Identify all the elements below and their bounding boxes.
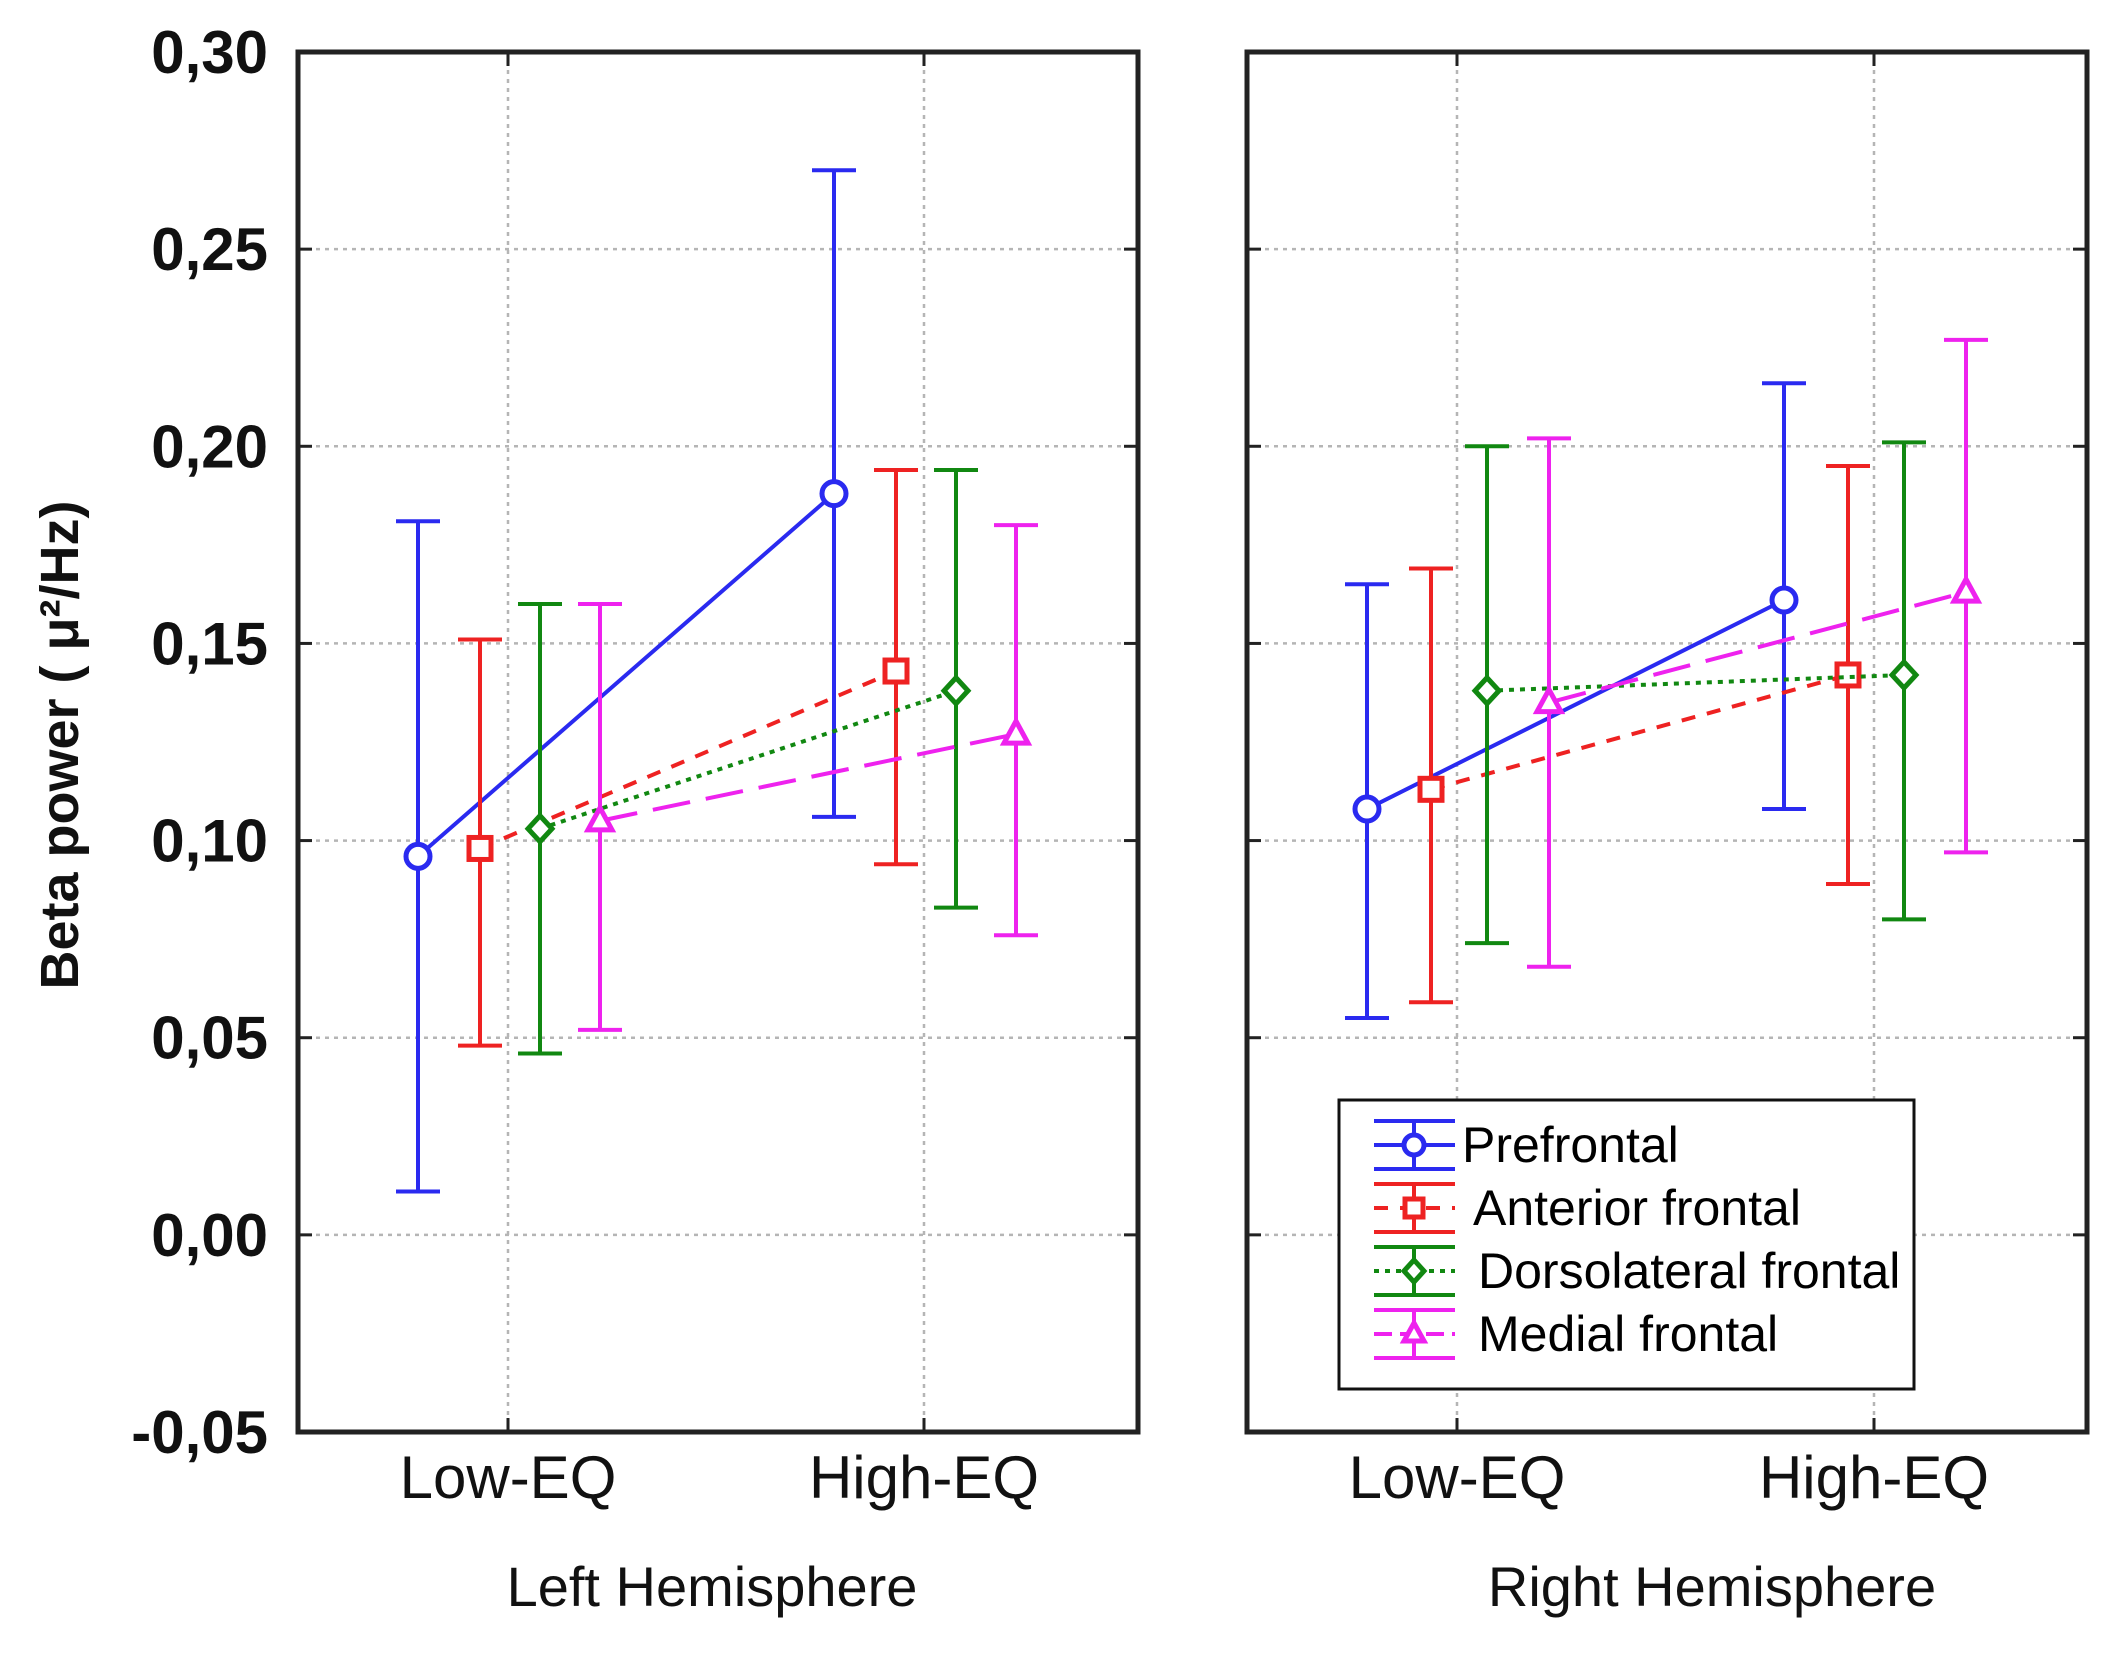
panel-frames — [295, 49, 2090, 1435]
series-line — [599, 732, 1017, 823]
data-point — [466, 834, 494, 862]
data-point — [1834, 661, 1862, 689]
data-point — [882, 657, 910, 685]
data-point — [1352, 794, 1382, 824]
data-point — [583, 802, 617, 833]
panel-title: Right Hemisphere — [1488, 1555, 1936, 1618]
x-category-label: High-EQ — [1759, 1444, 1989, 1511]
panel-right — [1345, 337, 1988, 1020]
y-tick-label: 0,10 — [151, 808, 268, 875]
data-point — [1888, 658, 1920, 692]
series-medial-frontal — [578, 523, 1038, 1032]
series-line — [539, 688, 957, 831]
legend-marker — [1399, 1317, 1429, 1344]
data-point — [1949, 573, 1983, 604]
legend-label: Prefrontal — [1462, 1117, 1679, 1173]
panel-frame — [295, 49, 1141, 1435]
data-point — [1471, 674, 1503, 708]
legend: Prefrontal Anterior frontal Dorsolateral f… — [1337, 1098, 1916, 1391]
data-point — [1532, 684, 1566, 715]
series-prefrontal — [1345, 381, 1806, 1020]
x-category-label: Low-EQ — [400, 1444, 617, 1511]
labels-layer: Beta power ( μ²/Hz) -0,05 0,00 0,05 0,10 0,1… — [30, 19, 1989, 1618]
series-line — [1366, 598, 1785, 811]
y-tick-label: 0,30 — [151, 19, 268, 86]
legend-label: Dorsolateral frontal — [1478, 1243, 1900, 1299]
data-point — [999, 715, 1033, 746]
series-anterior-frontal — [458, 467, 918, 1048]
panel-left — [396, 168, 1038, 1194]
data-point — [819, 479, 849, 509]
data-layer — [396, 168, 1988, 1194]
panel-frame — [1244, 49, 2090, 1435]
legend-marker — [1402, 1196, 1426, 1220]
x-category-label: Low-EQ — [1349, 1444, 1566, 1511]
data-point — [1417, 775, 1445, 803]
x-category-label: High-EQ — [809, 1444, 1039, 1511]
legend-item: Prefrontal — [1374, 1117, 1679, 1173]
y-tick-label: -0,05 — [131, 1399, 268, 1466]
series-line — [1430, 673, 1849, 792]
y-tick-label: 0,00 — [151, 1202, 268, 1269]
series-line — [1486, 672, 1905, 693]
data-point — [1769, 585, 1799, 615]
legend-box — [1337, 1098, 1916, 1391]
series-line — [1548, 590, 1967, 705]
data-point — [403, 841, 433, 871]
series-line — [479, 669, 897, 851]
legend-marker — [1400, 1256, 1428, 1286]
panel-title: Left Hemisphere — [507, 1555, 918, 1618]
legend-item: Dorsolateral frontal — [1374, 1243, 1900, 1299]
series-medial-frontal — [1527, 337, 1988, 969]
legend-label: Anterior frontal — [1473, 1180, 1801, 1236]
data-point — [524, 812, 556, 846]
series-line — [416, 492, 836, 858]
legend-item: Medial frontal — [1374, 1306, 1778, 1362]
data-point — [940, 674, 972, 708]
series-dorsolateral-frontal — [1465, 440, 1926, 946]
series-dorsolateral-frontal — [518, 467, 978, 1056]
legend-item: Anterior frontal — [1374, 1180, 1801, 1236]
legend-label: Medial frontal — [1478, 1306, 1778, 1362]
series-prefrontal — [396, 168, 856, 1194]
y-axis-label: Beta power ( μ²/Hz) — [30, 500, 90, 989]
legend-marker — [1401, 1132, 1427, 1158]
y-tick-label: 0,20 — [151, 413, 268, 480]
y-tick-label: 0,25 — [151, 216, 268, 283]
series-anterior-frontal — [1409, 464, 1870, 1005]
y-tick-label: 0,05 — [151, 1005, 268, 1072]
y-tick-label: 0,15 — [151, 610, 268, 677]
